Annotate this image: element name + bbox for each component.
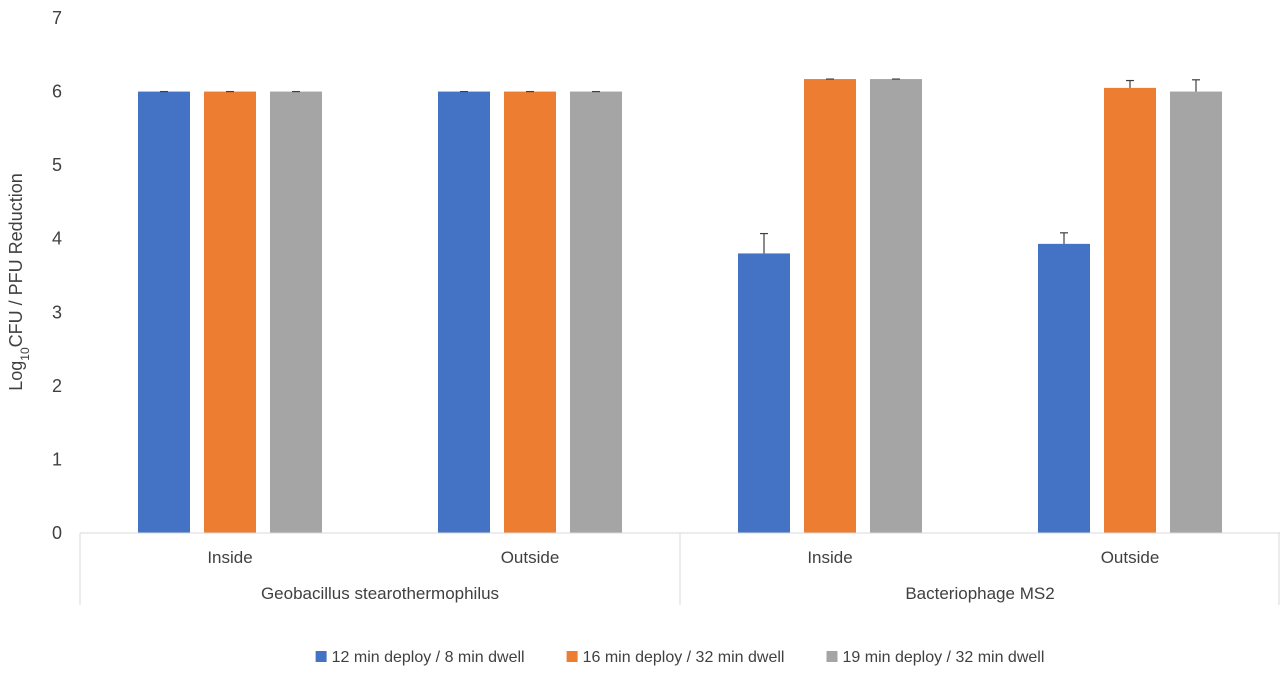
bar bbox=[870, 79, 922, 534]
legend: 12 min deploy / 8 min dwell 16 min deploy… bbox=[315, 649, 1044, 666]
y-tick-label: 5 bbox=[52, 155, 62, 175]
bar bbox=[1170, 91, 1222, 534]
bar bbox=[570, 91, 622, 534]
bar bbox=[138, 91, 190, 534]
y-tick-label: 3 bbox=[52, 302, 62, 322]
x-tick-label: Inside bbox=[207, 548, 252, 567]
legend-item: 16 min deploy / 32 min dwell bbox=[566, 649, 785, 666]
legend-item: 19 min deploy / 32 min dwell bbox=[826, 649, 1044, 666]
bar bbox=[204, 91, 256, 534]
bar bbox=[1038, 243, 1090, 533]
legend-swatch bbox=[826, 651, 838, 662]
x-tick-label: Outside bbox=[501, 548, 560, 567]
bar bbox=[504, 91, 556, 534]
y-tick-label: 7 bbox=[52, 8, 62, 28]
y-axis: 0 1 2 3 4 5 6 7 bbox=[52, 8, 62, 543]
y-tick-label: 4 bbox=[52, 229, 62, 249]
legend-label: 16 min deploy / 32 min dwell bbox=[583, 649, 785, 666]
x-tick-label: Outside bbox=[1101, 548, 1160, 567]
x-group-label: Geobacillus stearothermophilus bbox=[261, 584, 499, 603]
bar bbox=[804, 79, 856, 534]
y-axis-label-subscript: 10 bbox=[18, 347, 32, 361]
bar bbox=[270, 91, 322, 534]
bar bbox=[438, 91, 490, 534]
y-tick-label: 1 bbox=[52, 449, 62, 469]
bar bbox=[738, 253, 790, 533]
y-tick-label: 2 bbox=[52, 376, 62, 396]
bar bbox=[1104, 87, 1156, 534]
legend-swatch bbox=[566, 651, 578, 662]
legend-item: 12 min deploy / 8 min dwell bbox=[315, 649, 525, 666]
x-tick-label: Inside bbox=[807, 548, 852, 567]
y-tick-label: 6 bbox=[52, 82, 62, 102]
bars bbox=[138, 78, 1222, 534]
x-group-label: Bacteriophage MS2 bbox=[905, 584, 1054, 603]
legend-label: 12 min deploy / 8 min dwell bbox=[332, 649, 525, 666]
legend-label: 19 min deploy / 32 min dwell bbox=[842, 649, 1044, 666]
y-tick-label: 0 bbox=[52, 523, 62, 543]
legend-swatch bbox=[315, 651, 327, 662]
y-axis-label: Log10CFU / PFU Reduction bbox=[6, 173, 32, 390]
